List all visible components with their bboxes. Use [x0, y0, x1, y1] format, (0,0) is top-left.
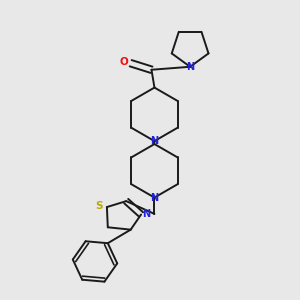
Text: N: N: [186, 62, 194, 72]
Text: N: N: [150, 193, 158, 202]
Text: O: O: [120, 57, 128, 67]
Text: N: N: [150, 136, 158, 146]
Text: S: S: [96, 201, 103, 211]
Text: N: N: [142, 209, 151, 219]
